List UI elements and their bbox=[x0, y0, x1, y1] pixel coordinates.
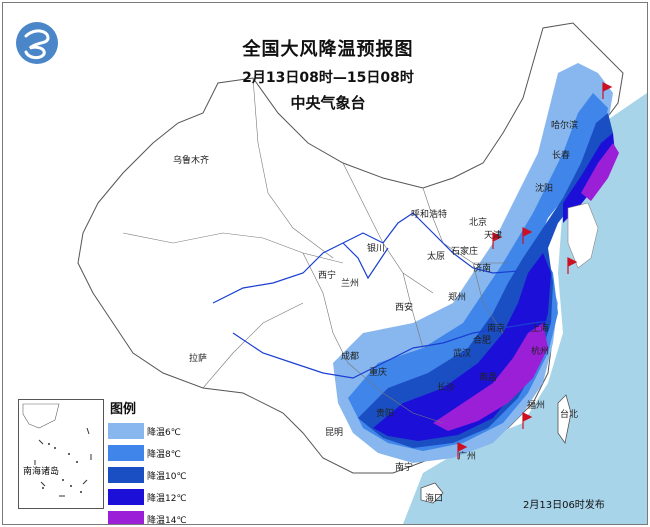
legend-title: 图例 bbox=[110, 402, 137, 417]
wind-flag-icon bbox=[492, 232, 503, 249]
city-label: 太原 bbox=[427, 252, 446, 262]
city-label: 贵阳 bbox=[376, 409, 395, 419]
city-label: 郑州 bbox=[448, 293, 467, 303]
legend-label: 降温6℃ bbox=[147, 427, 181, 438]
hainan-island bbox=[420, 482, 444, 504]
map-subtitle: 2月13日08时—15日08时 bbox=[242, 70, 414, 86]
city-label: 济南 bbox=[473, 264, 492, 274]
islands-dots bbox=[42, 443, 82, 493]
rivers bbox=[212, 212, 552, 379]
city-label: 武汉 bbox=[453, 349, 472, 359]
legend-swatch bbox=[108, 467, 144, 483]
city-label: 海口 bbox=[425, 494, 444, 504]
wind-flag-icon bbox=[567, 257, 578, 274]
city-label: 南京 bbox=[487, 324, 506, 334]
map-title: 全国大风降温预报图 bbox=[242, 39, 414, 60]
city-label: 广州 bbox=[458, 452, 477, 462]
city-label: 哈尔滨 bbox=[551, 121, 579, 131]
cooling-zone-14 bbox=[433, 143, 619, 431]
legend-item-8: 降温8℃ bbox=[104, 443, 196, 463]
legend-item-14: 降温14℃ bbox=[104, 509, 196, 525]
city-label: 成都 bbox=[341, 352, 360, 362]
wind-flag-icon bbox=[522, 227, 533, 244]
city-label: 兰州 bbox=[341, 279, 360, 289]
cooling-zone-8 bbox=[348, 93, 608, 451]
korea-peninsula bbox=[567, 202, 599, 269]
legend-item-6: 降温6℃ bbox=[104, 421, 196, 441]
legend-swatch bbox=[108, 423, 144, 439]
legend-label: 降温8℃ bbox=[147, 449, 181, 460]
city-label: 长沙 bbox=[437, 383, 456, 393]
city-label: 石家庄 bbox=[451, 247, 479, 257]
wind-flags bbox=[457, 82, 613, 459]
legend-item-12: 降温12℃ bbox=[104, 487, 196, 507]
city-label: 乌鲁木齐 bbox=[173, 156, 210, 166]
legend-swatch bbox=[108, 511, 144, 524]
city-label: 台北 bbox=[560, 410, 579, 420]
cooling-zone-12 bbox=[373, 133, 615, 441]
city-label: 沈阳 bbox=[535, 184, 554, 194]
legend-label: 降温12℃ bbox=[147, 493, 187, 504]
city-label: 呼和浩特 bbox=[411, 210, 448, 220]
city-label: 福州 bbox=[527, 401, 546, 411]
city-label: 南宁 bbox=[395, 463, 414, 473]
city-label: 西安 bbox=[395, 303, 414, 313]
inset-label: 南海诸岛 bbox=[23, 467, 60, 477]
legend-label: 降温10℃ bbox=[147, 471, 187, 482]
city-label: 重庆 bbox=[369, 368, 388, 378]
legend: 图例 降温6℃ 降温8℃ 降温10℃ 降温12℃ 降温14℃ bbox=[104, 398, 196, 525]
city-label: 南昌 bbox=[479, 373, 498, 383]
south-china-sea-inset: 南海诸岛 bbox=[18, 399, 104, 509]
map-title-block: 全国大风降温预报图 2月13日08时—15日08时 中央气象台 bbox=[203, 35, 453, 113]
city-label: 天津 bbox=[484, 231, 503, 241]
wind-flag-icon bbox=[602, 82, 613, 99]
city-label: 上海 bbox=[531, 324, 550, 334]
legend-item-10: 降温10℃ bbox=[104, 465, 196, 485]
legend-swatch bbox=[108, 489, 144, 505]
city-label: 拉萨 bbox=[189, 354, 208, 364]
wind-flag-icon bbox=[522, 412, 533, 429]
city-label: 北京 bbox=[469, 218, 488, 228]
inset-map bbox=[22, 403, 92, 497]
map-agency: 中央气象台 bbox=[290, 94, 366, 112]
city-label: 杭州 bbox=[531, 347, 550, 357]
cma-logo-icon bbox=[16, 22, 58, 64]
wind-flag-icon bbox=[457, 442, 468, 459]
city-label: 银川 bbox=[367, 244, 386, 254]
publish-time: 2月13日06时发布 bbox=[523, 500, 605, 511]
taiwan-island bbox=[557, 394, 572, 444]
city-label: 长春 bbox=[552, 151, 571, 161]
nine-dash-line bbox=[34, 427, 92, 497]
legend-swatch bbox=[108, 445, 144, 461]
legend-label: 降温14℃ bbox=[147, 515, 187, 525]
city-label: 西宁 bbox=[318, 271, 337, 281]
china-map bbox=[77, 22, 647, 524]
city-label: 合肥 bbox=[473, 336, 492, 346]
city-label: 昆明 bbox=[325, 428, 344, 438]
